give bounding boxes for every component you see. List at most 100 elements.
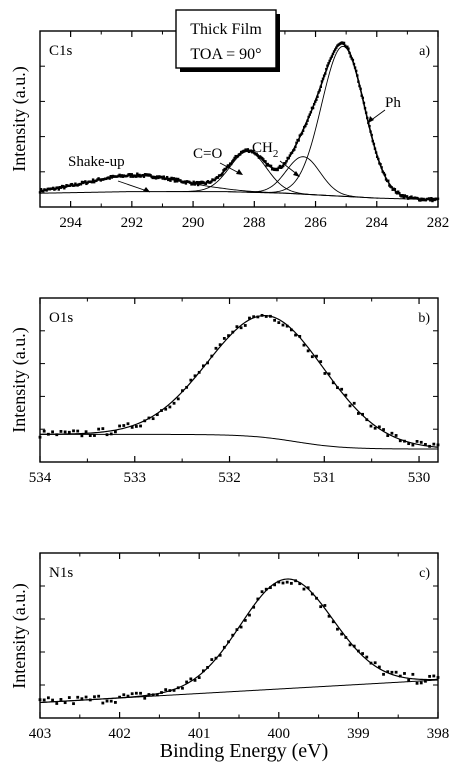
data-point [84, 430, 88, 434]
data-point [315, 354, 318, 358]
data-point [143, 696, 147, 700]
data-point [323, 604, 327, 607]
data-point [410, 195, 413, 198]
data-point [321, 77, 325, 80]
data-point [210, 354, 214, 358]
data-point [411, 672, 415, 676]
data-point [369, 130, 372, 133]
data-point [72, 702, 75, 706]
annotation-ch2-base: CH [252, 140, 273, 156]
data-point [336, 627, 339, 631]
data-point [88, 698, 92, 702]
data-point [227, 165, 231, 168]
data-point [101, 701, 105, 705]
data-point [308, 113, 311, 116]
data-point [356, 74, 359, 77]
data-point [390, 670, 394, 674]
data-point [42, 698, 46, 702]
x-tick-label: 402 [108, 726, 131, 742]
data-point [231, 633, 235, 637]
panel-a-id: a) [419, 44, 430, 59]
data-point [304, 124, 307, 128]
data-point [276, 168, 279, 172]
data-point [398, 192, 401, 195]
data-point [416, 197, 420, 200]
data-point [367, 121, 370, 125]
panel-b-points [38, 313, 440, 448]
data-point [160, 409, 163, 412]
data-point [390, 431, 394, 435]
data-point [252, 605, 256, 609]
data-point [210, 180, 213, 183]
legend-frame [175, 9, 277, 69]
data-point [84, 695, 88, 699]
data-point [160, 175, 163, 179]
data-point [377, 425, 381, 429]
data-point [91, 178, 95, 181]
data-point [256, 315, 260, 319]
data-point [79, 183, 83, 186]
data-point [273, 583, 277, 587]
data-point [319, 360, 323, 364]
data-point [76, 695, 80, 699]
data-point [59, 186, 63, 189]
data-point [256, 597, 260, 601]
data-point [248, 613, 251, 617]
data-point [139, 424, 142, 428]
data-point [206, 666, 209, 669]
data-point [269, 314, 272, 318]
data-point [216, 176, 220, 179]
data-point [386, 670, 390, 674]
data-point [287, 156, 290, 160]
data-point [141, 174, 145, 177]
x-tick-label: 534 [29, 470, 52, 486]
data-point [222, 337, 226, 340]
data-point [214, 656, 218, 660]
data-point [394, 434, 398, 437]
data-point [256, 154, 259, 157]
data-point [407, 678, 411, 682]
x-tick-label: 403 [29, 726, 52, 742]
data-point [162, 175, 166, 178]
data-point [67, 696, 71, 699]
data-point [285, 160, 288, 163]
data-point [176, 177, 180, 181]
data-point [429, 199, 432, 202]
arrowhead-c-o [236, 169, 243, 175]
data-point [63, 430, 67, 434]
data-point [46, 696, 50, 700]
data-point [317, 91, 320, 94]
peak-fit [39, 578, 439, 704]
data-point [266, 162, 269, 166]
data-point [398, 674, 402, 678]
baseline-curve [39, 191, 439, 201]
data-point [235, 325, 239, 329]
panel-b-frame [39, 297, 439, 463]
data-point [366, 116, 369, 120]
data-point [231, 330, 235, 334]
panel-c-frame [39, 552, 439, 719]
data-point [361, 652, 364, 655]
data-point [110, 176, 114, 179]
x-tick-label: 292 [121, 215, 144, 231]
data-point [142, 175, 146, 178]
data-point [294, 333, 297, 337]
data-point [243, 618, 247, 622]
data-point [264, 315, 268, 318]
data-point [397, 190, 400, 193]
data-point [245, 149, 248, 152]
data-point [210, 658, 214, 661]
panel-b-ylabel: Intensity (a.u.) [9, 327, 30, 432]
data-point [80, 697, 84, 701]
data-point [252, 149, 255, 153]
annotation-shake-up: Shake-up [68, 154, 125, 170]
data-point [380, 166, 383, 169]
data-point [227, 334, 230, 338]
data-point [323, 372, 327, 375]
data-point [281, 323, 285, 327]
x-tick-label: 530 [408, 470, 431, 486]
data-point [384, 178, 388, 181]
panel-a-ylabel: Intensity (a.u.) [9, 66, 30, 171]
data-point [325, 67, 328, 71]
